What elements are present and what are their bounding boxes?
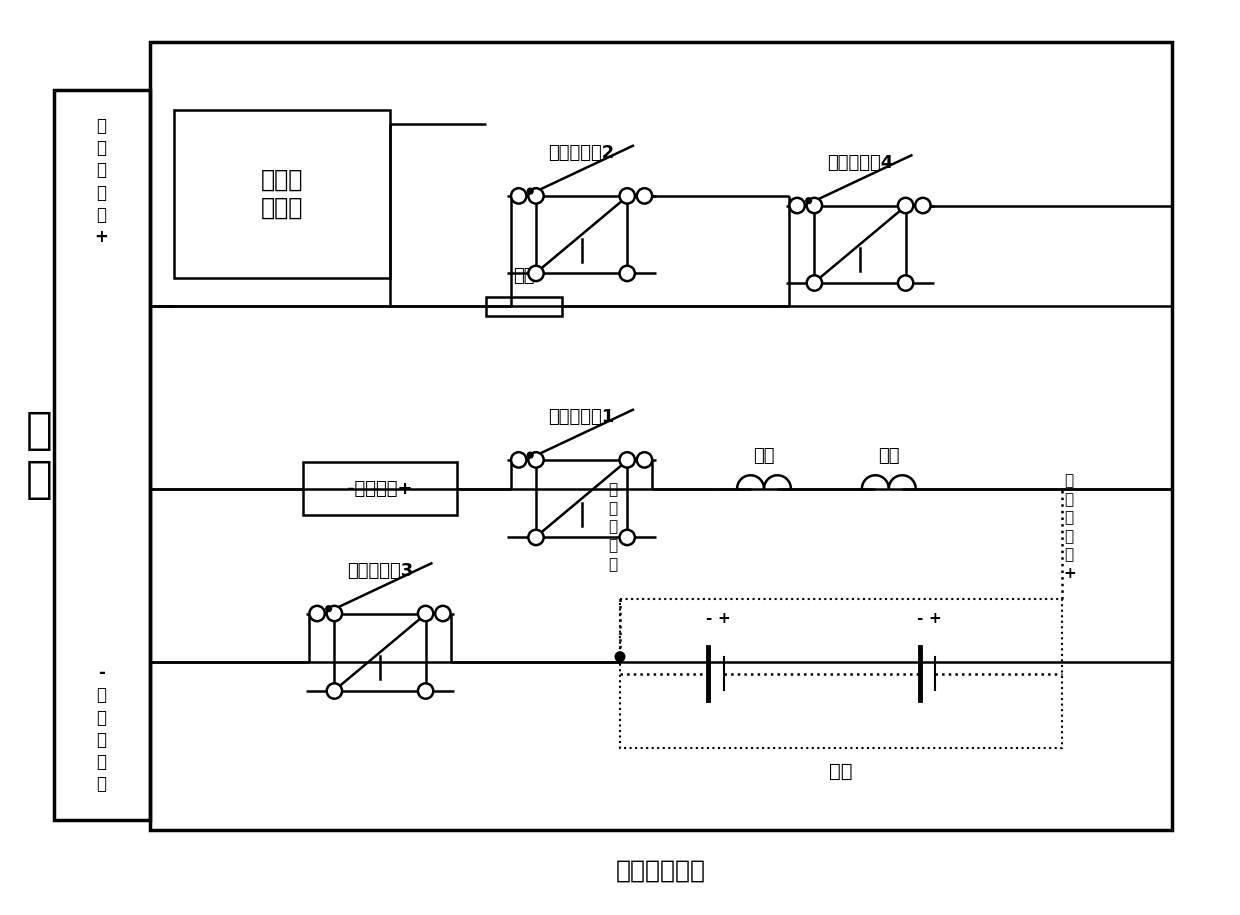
Text: -: - [706, 610, 712, 626]
Text: 相关继电器2: 相关继电器2 [548, 145, 615, 162]
Circle shape [528, 530, 543, 545]
Circle shape [615, 651, 625, 662]
Text: -: - [916, 610, 923, 626]
Circle shape [620, 452, 635, 468]
Circle shape [418, 606, 433, 621]
Circle shape [527, 188, 533, 194]
Text: 相关继电器3: 相关继电器3 [347, 562, 413, 580]
Bar [620, 599, 1061, 748]
Text: 相关继电器1: 相关继电器1 [548, 408, 615, 426]
Circle shape [915, 198, 930, 213]
Circle shape [637, 188, 652, 203]
Bar [53, 91, 150, 820]
Circle shape [511, 452, 527, 468]
Circle shape [806, 198, 811, 203]
Circle shape [807, 275, 822, 291]
Text: +: + [717, 610, 730, 626]
Circle shape [620, 188, 635, 203]
Bar [174, 110, 389, 277]
Circle shape [418, 684, 433, 699]
Circle shape [620, 265, 635, 281]
Text: 电
池
组
总
负: 电 池 组 总 负 [608, 482, 616, 572]
Bar [536, 460, 627, 537]
Text: 相关继电器4: 相关继电器4 [827, 154, 893, 172]
Bar [486, 296, 563, 316]
Text: +: + [929, 610, 941, 626]
Circle shape [637, 452, 652, 468]
Circle shape [310, 606, 325, 621]
Circle shape [528, 452, 543, 468]
Circle shape [326, 684, 342, 699]
Bar [150, 42, 1172, 830]
Circle shape [511, 188, 527, 203]
Text: 电池管
理系统: 电池管 理系统 [260, 167, 303, 220]
Circle shape [527, 452, 533, 458]
Circle shape [528, 265, 543, 281]
Circle shape [528, 188, 543, 203]
Text: 保险: 保险 [878, 447, 899, 465]
Circle shape [620, 530, 635, 545]
Text: 放
电
口
正
极
+: 放 电 口 正 极 + [94, 117, 109, 246]
Circle shape [898, 198, 914, 213]
Text: 电
池
组
总
正
+: 电 池 组 总 正 + [1063, 473, 1075, 581]
Circle shape [807, 198, 822, 213]
Bar [815, 206, 905, 283]
Circle shape [790, 198, 805, 213]
Text: -加热设备+: -加热设备+ [347, 479, 413, 498]
Text: 电池系统总成: 电池系统总成 [616, 858, 706, 882]
Text: 电阵: 电阵 [513, 267, 534, 285]
Bar [536, 196, 627, 274]
Circle shape [435, 606, 450, 621]
Text: 保险: 保险 [753, 447, 775, 465]
Text: 电芯: 电芯 [830, 762, 853, 781]
Text: 负
载: 负 载 [26, 409, 52, 501]
Text: -
放
电
口
负
极: - 放 电 口 负 极 [97, 664, 107, 793]
Circle shape [326, 606, 342, 621]
Bar [304, 462, 456, 515]
Bar [335, 613, 425, 691]
Circle shape [898, 275, 914, 291]
Circle shape [326, 606, 331, 611]
